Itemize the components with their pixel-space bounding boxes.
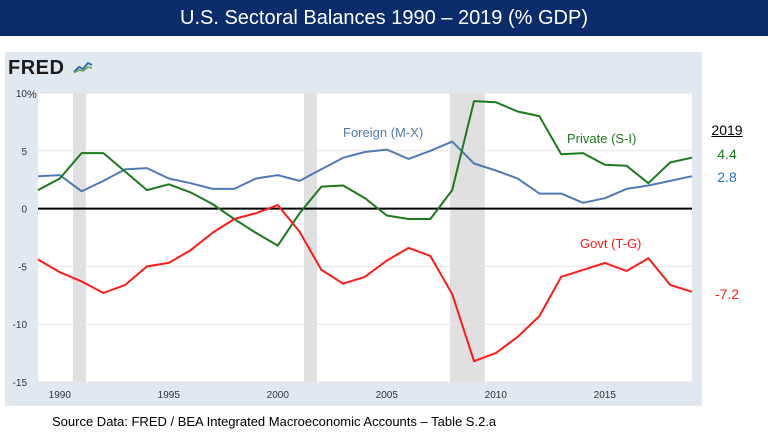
x-tick-label: 2000 bbox=[267, 390, 290, 401]
x-tick-label: 1990 bbox=[49, 390, 72, 401]
y-tick-label: 0 bbox=[21, 205, 27, 216]
fred-logo: FRED bbox=[8, 57, 93, 80]
series-label-govt: Govt (T-G) bbox=[580, 236, 641, 251]
series-label-foreign: Foreign (M-X) bbox=[343, 125, 423, 140]
series-label-private: Private (S-I) bbox=[567, 131, 636, 146]
y-tick-label: 10 bbox=[16, 89, 28, 100]
foreign-2019-value: 2.8 bbox=[717, 169, 737, 185]
year-2019-header: 2019 bbox=[711, 122, 743, 138]
govt-2019-value: -7.2 bbox=[714, 286, 740, 302]
page-title: U.S. Sectoral Balances 1990 – 2019 (% GD… bbox=[0, 0, 768, 36]
trend-line-icon bbox=[72, 61, 92, 74]
recession-band-0 bbox=[72, 93, 86, 382]
fred-logo-text: FRED bbox=[8, 57, 65, 79]
series-line-2 bbox=[37, 204, 693, 363]
x-tick-label: 2005 bbox=[376, 390, 399, 401]
x-tick-label: 2010 bbox=[485, 390, 508, 401]
private-2019-value: 4.4 bbox=[717, 146, 737, 162]
y-tick-label: 5 bbox=[21, 147, 27, 158]
series-line-1 bbox=[37, 100, 693, 247]
source-note: Source Data: FRED / BEA Integrated Macro… bbox=[52, 414, 497, 429]
recession-band-1 bbox=[303, 93, 318, 382]
series-line-0 bbox=[37, 140, 693, 204]
y-tick-label: -10 bbox=[13, 320, 28, 331]
plot-area bbox=[38, 93, 692, 382]
x-tick-label: 1995 bbox=[158, 390, 181, 401]
y-tick-label: -15 bbox=[13, 378, 28, 389]
y-unit-label: % bbox=[27, 89, 37, 101]
y-tick-label: -5 bbox=[18, 262, 27, 273]
x-tick-label: 2015 bbox=[594, 390, 617, 401]
recession-band-2 bbox=[450, 93, 485, 382]
